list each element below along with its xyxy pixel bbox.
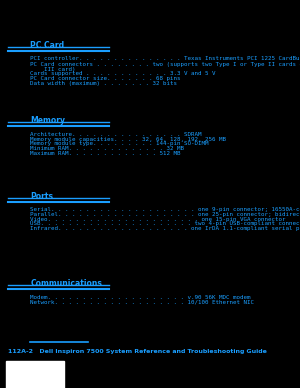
Text: PC Card connectors . . . . . . . . two (supports two Type I or Type II cards or : PC Card connectors . . . . . . . . two (… xyxy=(30,62,300,67)
Text: Modem. . . . . . . . . . . . . . . . . . . . v.90 56K MDC modem: Modem. . . . . . . . . . . . . . . . . .… xyxy=(30,295,251,300)
Text: Network. . . . . . . . . . . . . . . . . . . 10/100 Ethernet NIC: Network. . . . . . . . . . . . . . . . .… xyxy=(30,300,254,305)
Text: Data width (maximum) . . . . . . . 32 bits: Data width (maximum) . . . . . . . 32 bi… xyxy=(30,81,177,86)
Text: Maximum RAM. . . . . . . . . . . . . 512 MB: Maximum RAM. . . . . . . . . . . . . 512… xyxy=(30,151,181,156)
Text: Serial. . . . . . . . . . . . . . . . . . . . . one 9-pin connector; 16550A-comp: Serial. . . . . . . . . . . . . . . . . … xyxy=(30,207,300,212)
Text: Ports: Ports xyxy=(30,192,53,201)
Text: Cards supported . . . . . . . . . . . . 3.3 V and 5 V: Cards supported . . . . . . . . . . . . … xyxy=(30,71,216,76)
Text: Parallel. . . . . . . . . . . . . . . . . . . . one 25-pin connector; bidirectio: Parallel. . . . . . . . . . . . . . . . … xyxy=(30,212,300,217)
Text: Architecture. . . . . . . . . . . . . . . . SDRAM: Architecture. . . . . . . . . . . . . . … xyxy=(30,132,202,137)
Text: III card): III card) xyxy=(30,67,76,72)
Text: 112A-2   Dell Inspiron 7500 System Reference and Troubleshooting Guide: 112A-2 Dell Inspiron 7500 System Referen… xyxy=(8,349,267,354)
Text: Communications: Communications xyxy=(30,279,102,288)
Text: Memory module type. . . . . . . . . 144-pin SO-DIMM: Memory module type. . . . . . . . . 144-… xyxy=(30,141,209,146)
FancyBboxPatch shape xyxy=(6,361,64,388)
Text: Infrared. . . . . . . . . . . . . . . . . . . one IrDA 1.1-compliant serial port: Infrared. . . . . . . . . . . . . . . . … xyxy=(30,226,300,231)
Text: PCI controller. . . . . . . . . . . . . . . Texas Instruments PCI 1225 CardBus c: PCI controller. . . . . . . . . . . . . … xyxy=(30,56,300,61)
Text: Video. . . . . . . . . . . . . . . . . . . . . . one 15-pin VGA connector: Video. . . . . . . . . . . . . . . . . .… xyxy=(30,217,286,222)
Text: Memory module capacities. . . . 32, 64, 128, 192, 256 MB: Memory module capacities. . . . 32, 64, … xyxy=(30,137,227,142)
Text: Minimum RAM. . . . . . . . . . . . . . 32 MB: Minimum RAM. . . . . . . . . . . . . . 3… xyxy=(30,146,185,151)
Text: PC Card: PC Card xyxy=(30,41,64,50)
Text: PC Card connector size. . . . . . . 68 pins: PC Card connector size. . . . . . . 68 p… xyxy=(30,76,181,81)
Text: Memory: Memory xyxy=(30,116,65,125)
Text: USB. . . . . . . . . . . . . . . . . . . . . . two 4-pin USB-compliant connector: USB. . . . . . . . . . . . . . . . . . .… xyxy=(30,221,300,226)
